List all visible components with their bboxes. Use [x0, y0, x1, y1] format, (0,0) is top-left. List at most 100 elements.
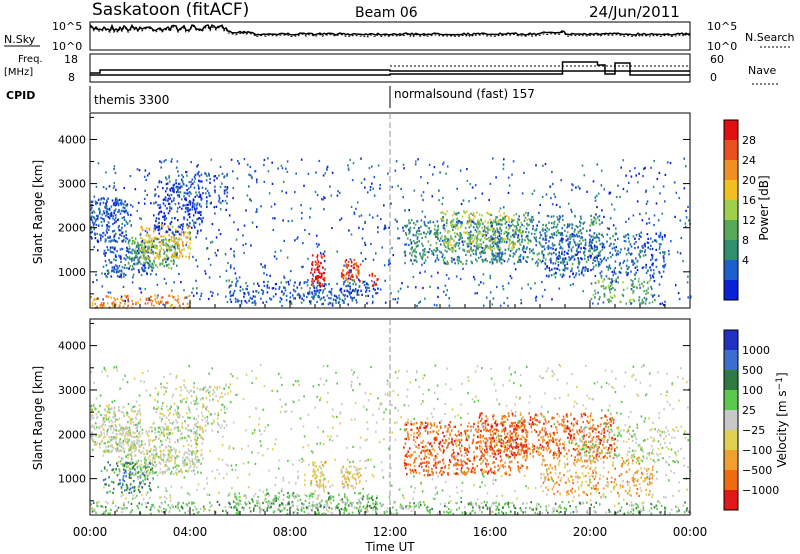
echo-cell — [195, 446, 197, 449]
echo-cell — [619, 251, 621, 254]
echo-cell — [194, 463, 196, 467]
echo-cell — [422, 254, 424, 257]
echo-cell — [134, 256, 137, 259]
echo-cell — [443, 239, 445, 242]
echo-cell — [492, 241, 494, 244]
echo-cell — [468, 226, 471, 229]
echo-cell — [128, 465, 130, 468]
echo-cell — [317, 295, 320, 298]
echo-cell — [652, 276, 655, 279]
echo-cell — [148, 299, 151, 302]
echo-cell — [115, 468, 117, 471]
echo-cell — [179, 385, 182, 389]
echo-cell — [116, 436, 118, 439]
echo-cell — [315, 293, 317, 296]
echo-cell — [127, 294, 129, 298]
echo-cell — [413, 239, 415, 243]
echo-cell — [583, 174, 586, 177]
echo-cell — [498, 241, 501, 244]
echo-cell — [188, 436, 191, 439]
echo-cell — [146, 255, 148, 258]
echo-cell — [561, 247, 564, 250]
echo-cell — [274, 203, 276, 206]
echo-cell — [575, 272, 578, 275]
echo-cell — [212, 393, 214, 396]
echo-cell — [166, 182, 169, 185]
echo-cell — [112, 186, 115, 189]
echo-cell — [344, 280, 346, 283]
echo-cell — [494, 254, 496, 258]
echo-cell — [164, 439, 167, 442]
echo-cell — [544, 163, 547, 166]
echo-cell — [622, 288, 625, 291]
echo-cell — [335, 295, 338, 298]
echo-cell — [507, 232, 510, 235]
echo-cell — [187, 434, 190, 437]
echo-cell — [218, 196, 221, 199]
echo-cell — [182, 456, 184, 459]
echo-cell — [597, 254, 600, 257]
echo-cell — [476, 260, 478, 263]
echo-cell — [476, 247, 478, 250]
echo-cell — [402, 196, 404, 199]
echo-cell — [336, 194, 339, 197]
echo-cell — [170, 187, 173, 190]
echo-cell — [165, 239, 168, 242]
echo-cell — [651, 274, 654, 277]
echo-cell — [266, 286, 269, 289]
echo-cell — [133, 241, 136, 244]
echo-cell — [164, 463, 167, 466]
echo-cell — [174, 462, 176, 465]
echo-cell — [177, 170, 179, 173]
echo-cell — [664, 200, 666, 203]
echo-cell — [159, 206, 162, 209]
echo-cell — [165, 446, 167, 449]
echo-cell — [143, 245, 146, 248]
echo-cell — [142, 264, 144, 267]
echo-cell — [93, 245, 95, 249]
echo-cell — [138, 485, 140, 488]
echo-cell — [402, 229, 405, 232]
echo-cell — [283, 276, 286, 280]
echo-cell — [627, 248, 629, 252]
echo-cell — [532, 227, 534, 230]
echo-cell — [160, 428, 162, 431]
echo-cell — [482, 304, 485, 307]
power-colorbar-swatch — [724, 200, 738, 221]
echo-cell — [233, 253, 235, 257]
echo-cell — [526, 222, 528, 225]
echo-cell — [575, 233, 578, 236]
echo-cell — [177, 186, 180, 189]
echo-cell — [559, 256, 562, 259]
echo-cell — [169, 189, 172, 192]
echo-cell — [461, 215, 464, 218]
echo-cell — [454, 212, 456, 216]
echo-cell — [120, 273, 122, 276]
echo-cell — [366, 286, 369, 289]
echo-cell — [638, 234, 641, 238]
echo-cell — [125, 237, 127, 240]
echo-cell — [144, 476, 147, 479]
echo-cell — [113, 258, 115, 261]
echo-cell — [173, 237, 175, 240]
echo-cell — [154, 461, 156, 464]
echo-cell — [144, 461, 146, 464]
echo-cell — [489, 228, 491, 231]
echo-cell — [609, 267, 612, 270]
echo-cell — [607, 284, 610, 287]
echo-cell — [169, 207, 171, 210]
echo-cell — [170, 238, 173, 241]
echo-cell — [590, 246, 593, 249]
echo-cell — [364, 241, 366, 244]
echo-cell — [603, 246, 606, 249]
echo-cell — [108, 207, 111, 210]
echo-cell — [160, 455, 162, 458]
echo-cell — [201, 427, 204, 430]
echo-cell — [646, 281, 649, 284]
echo-cell — [134, 468, 136, 471]
echo-cell — [112, 217, 114, 220]
echo-cell — [143, 244, 146, 247]
echo-cell — [181, 185, 183, 188]
echo-cell — [416, 245, 418, 248]
echo-cell — [122, 272, 125, 275]
